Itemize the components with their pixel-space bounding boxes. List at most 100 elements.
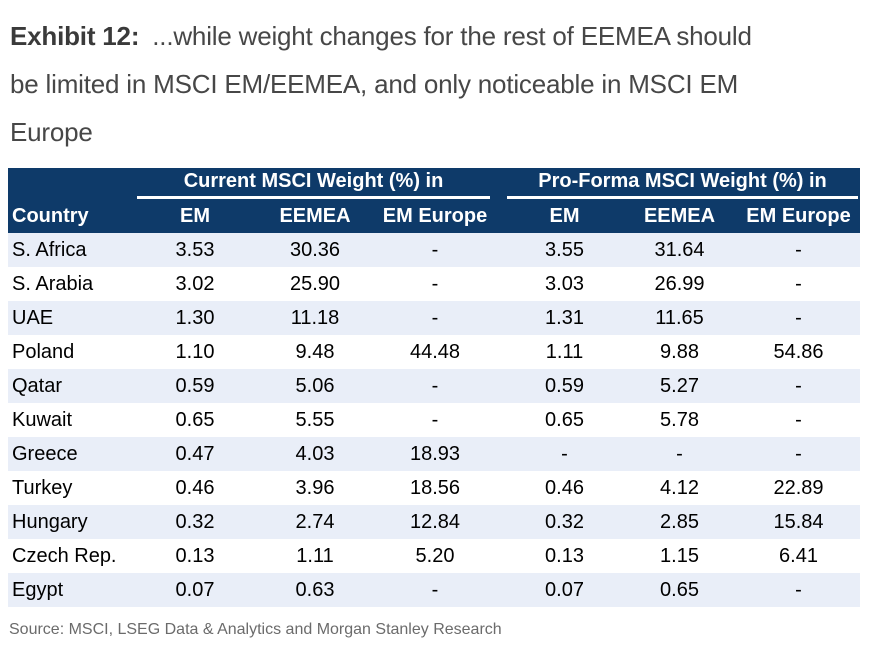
value-cell: - (737, 403, 861, 437)
value-cell: - (507, 437, 622, 471)
value-cell: 3.96 (255, 471, 375, 505)
value-cell: - (375, 369, 495, 403)
value-cell: 0.13 (507, 539, 622, 573)
country-cell: S. Africa (8, 233, 135, 267)
value-cell: 3.03 (507, 267, 622, 301)
value-cell: - (375, 573, 495, 607)
value-cell: 0.59 (507, 369, 622, 403)
column-header-emeurope-current: EM Europe (375, 199, 495, 233)
column-header-emeurope-proforma: EM Europe (737, 199, 861, 233)
spacer-cell (495, 471, 507, 505)
group-header-blank (8, 168, 135, 199)
value-cell: - (737, 573, 861, 607)
value-cell: - (737, 233, 861, 267)
value-cell: 0.65 (135, 403, 255, 437)
group-header-proforma: Pro-Forma MSCI Weight (%) in (507, 168, 861, 199)
country-cell: Egypt (8, 573, 135, 607)
spacer-cell (495, 505, 507, 539)
value-cell: 0.65 (622, 573, 737, 607)
column-header-eemea-proforma: EEMEA (622, 199, 737, 233)
value-cell: - (737, 267, 861, 301)
value-cell: 2.74 (255, 505, 375, 539)
value-cell: 5.20 (375, 539, 495, 573)
country-cell: UAE (8, 301, 135, 335)
column-header-eemea-current: EEMEA (255, 199, 375, 233)
value-cell: 6.41 (737, 539, 861, 573)
table-row-poland: Poland 1.10 9.48 44.48 1.11 9.88 54.86 (8, 335, 861, 369)
country-cell: Greece (8, 437, 135, 471)
value-cell: 1.11 (507, 335, 622, 369)
value-cell: 5.06 (255, 369, 375, 403)
spacer-cell (495, 539, 507, 573)
value-cell: 30.36 (255, 233, 375, 267)
value-cell: 15.84 (737, 505, 861, 539)
value-cell: 3.53 (135, 233, 255, 267)
value-cell: - (737, 301, 861, 335)
table-row-qatar: Qatar 0.59 5.06 - 0.59 5.27 - (8, 369, 861, 403)
value-cell: 5.27 (622, 369, 737, 403)
value-cell: 5.55 (255, 403, 375, 437)
value-cell: 11.65 (622, 301, 737, 335)
value-cell: 9.48 (255, 335, 375, 369)
exhibit-title-line-3: Europe (10, 117, 93, 147)
value-cell: 1.30 (135, 301, 255, 335)
value-cell: 0.65 (507, 403, 622, 437)
column-header-em-current: EM (135, 199, 255, 233)
value-cell: 54.86 (737, 335, 861, 369)
msci-weight-table: Current MSCI Weight (%) in Pro-Forma MSC… (8, 168, 861, 607)
value-cell: 3.02 (135, 267, 255, 301)
value-cell: - (375, 403, 495, 437)
value-cell: 22.89 (737, 471, 861, 505)
country-cell: Hungary (8, 505, 135, 539)
column-header-country: Country (8, 199, 135, 233)
value-cell: 5.78 (622, 403, 737, 437)
table-row-s-arabia: S. Arabia 3.02 25.90 - 3.03 26.99 - (8, 267, 861, 301)
value-cell: 4.12 (622, 471, 737, 505)
value-cell: 18.93 (375, 437, 495, 471)
country-cell: Czech Rep. (8, 539, 135, 573)
table-row-uae: UAE 1.30 11.18 - 1.31 11.65 - (8, 301, 861, 335)
column-header-gap (495, 199, 507, 233)
table-column-header-row: Country EM EEMEA EM Europe EM EEMEA EM E… (8, 199, 861, 233)
value-cell: - (737, 369, 861, 403)
value-cell: 12.84 (375, 505, 495, 539)
table-row-turkey: Turkey 0.46 3.96 18.56 0.46 4.12 22.89 (8, 471, 861, 505)
exhibit-title-line-1: Exhibit 12: ...while weight changes for t… (10, 12, 886, 60)
value-cell: - (622, 437, 737, 471)
country-cell: S. Arabia (8, 267, 135, 301)
value-cell: 1.10 (135, 335, 255, 369)
spacer-cell (495, 369, 507, 403)
table-row-greece: Greece 0.47 4.03 18.93 - - - (8, 437, 861, 471)
spacer-cell (495, 573, 507, 607)
value-cell: 0.46 (507, 471, 622, 505)
value-cell: 1.15 (622, 539, 737, 573)
source-note: Source: MSCI, LSEG Data & Analytics and … (9, 621, 502, 638)
value-cell: 0.59 (135, 369, 255, 403)
country-cell: Poland (8, 335, 135, 369)
value-cell: - (375, 267, 495, 301)
spacer-cell (495, 403, 507, 437)
country-cell: Kuwait (8, 403, 135, 437)
value-cell: 25.90 (255, 267, 375, 301)
exhibit-title-text: ...while weight changes for the rest of … (152, 21, 752, 51)
value-cell: 0.32 (507, 505, 622, 539)
group-header-proforma-label: Pro-Forma MSCI Weight (%) in (507, 169, 859, 199)
group-header-gap (495, 168, 507, 199)
value-cell: 0.07 (135, 573, 255, 607)
value-cell: - (375, 233, 495, 267)
value-cell: 2.85 (622, 505, 737, 539)
value-cell: 26.99 (622, 267, 737, 301)
value-cell: 44.48 (375, 335, 495, 369)
value-cell: 3.55 (507, 233, 622, 267)
value-cell: 0.32 (135, 505, 255, 539)
table-row-hungary: Hungary 0.32 2.74 12.84 0.32 2.85 15.84 (8, 505, 861, 539)
column-header-em-proforma: EM (507, 199, 622, 233)
value-cell: - (737, 437, 861, 471)
value-cell: - (375, 301, 495, 335)
group-header-current-label: Current MSCI Weight (%) in (137, 169, 490, 199)
exhibit-title: Exhibit 12: ...while weight changes for t… (10, 12, 886, 156)
spacer-cell (495, 301, 507, 335)
spacer-cell (495, 233, 507, 267)
exhibit-title-line-2: be limited in MSCI EM/EEMEA, and only no… (10, 69, 739, 99)
